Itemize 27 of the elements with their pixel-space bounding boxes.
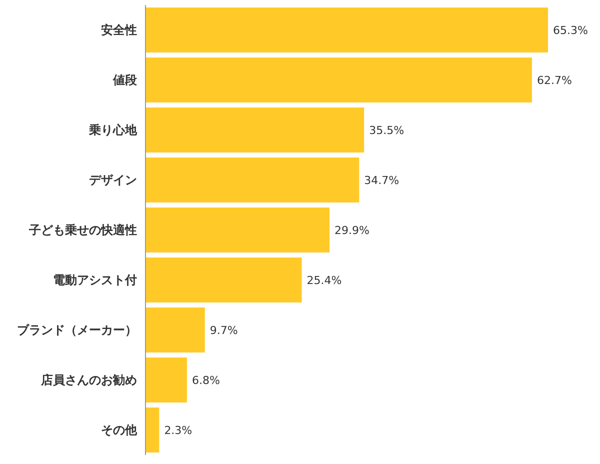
y-tick-label: デザイン: [89, 173, 137, 187]
data-label: 25.4%: [306, 274, 342, 287]
y-tick-label: 店員さんのお勧め: [40, 373, 137, 387]
y-tick-label: 安全性: [101, 23, 137, 37]
y-tick-label: その他: [101, 423, 138, 437]
bar: [145, 358, 187, 402]
bar: [145, 258, 302, 302]
data-label: 29.9%: [334, 224, 370, 237]
data-label: 65.3%: [553, 24, 588, 37]
data-label: 9.7%: [210, 324, 238, 337]
data-label: 62.7%: [536, 74, 572, 87]
bar: [145, 208, 330, 252]
y-tick-label: ブランド（メーカー）: [17, 323, 137, 337]
y-tick-label: 電動アシスト付: [53, 273, 137, 287]
bar: [145, 108, 364, 152]
data-label: 2.3%: [164, 424, 192, 437]
bar: [145, 58, 532, 102]
bar: [145, 158, 360, 202]
bar: [145, 8, 548, 52]
bar: [145, 308, 205, 352]
data-label: 35.5%: [369, 124, 404, 137]
y-tick-label: 値段: [112, 73, 138, 87]
bar: [145, 408, 160, 452]
data-label: 6.8%: [192, 374, 220, 387]
y-tick-label: 子ども乗せの快適性: [28, 223, 137, 237]
y-tick-label: 乗り心地: [88, 123, 138, 137]
data-label: 34.7%: [364, 174, 400, 187]
